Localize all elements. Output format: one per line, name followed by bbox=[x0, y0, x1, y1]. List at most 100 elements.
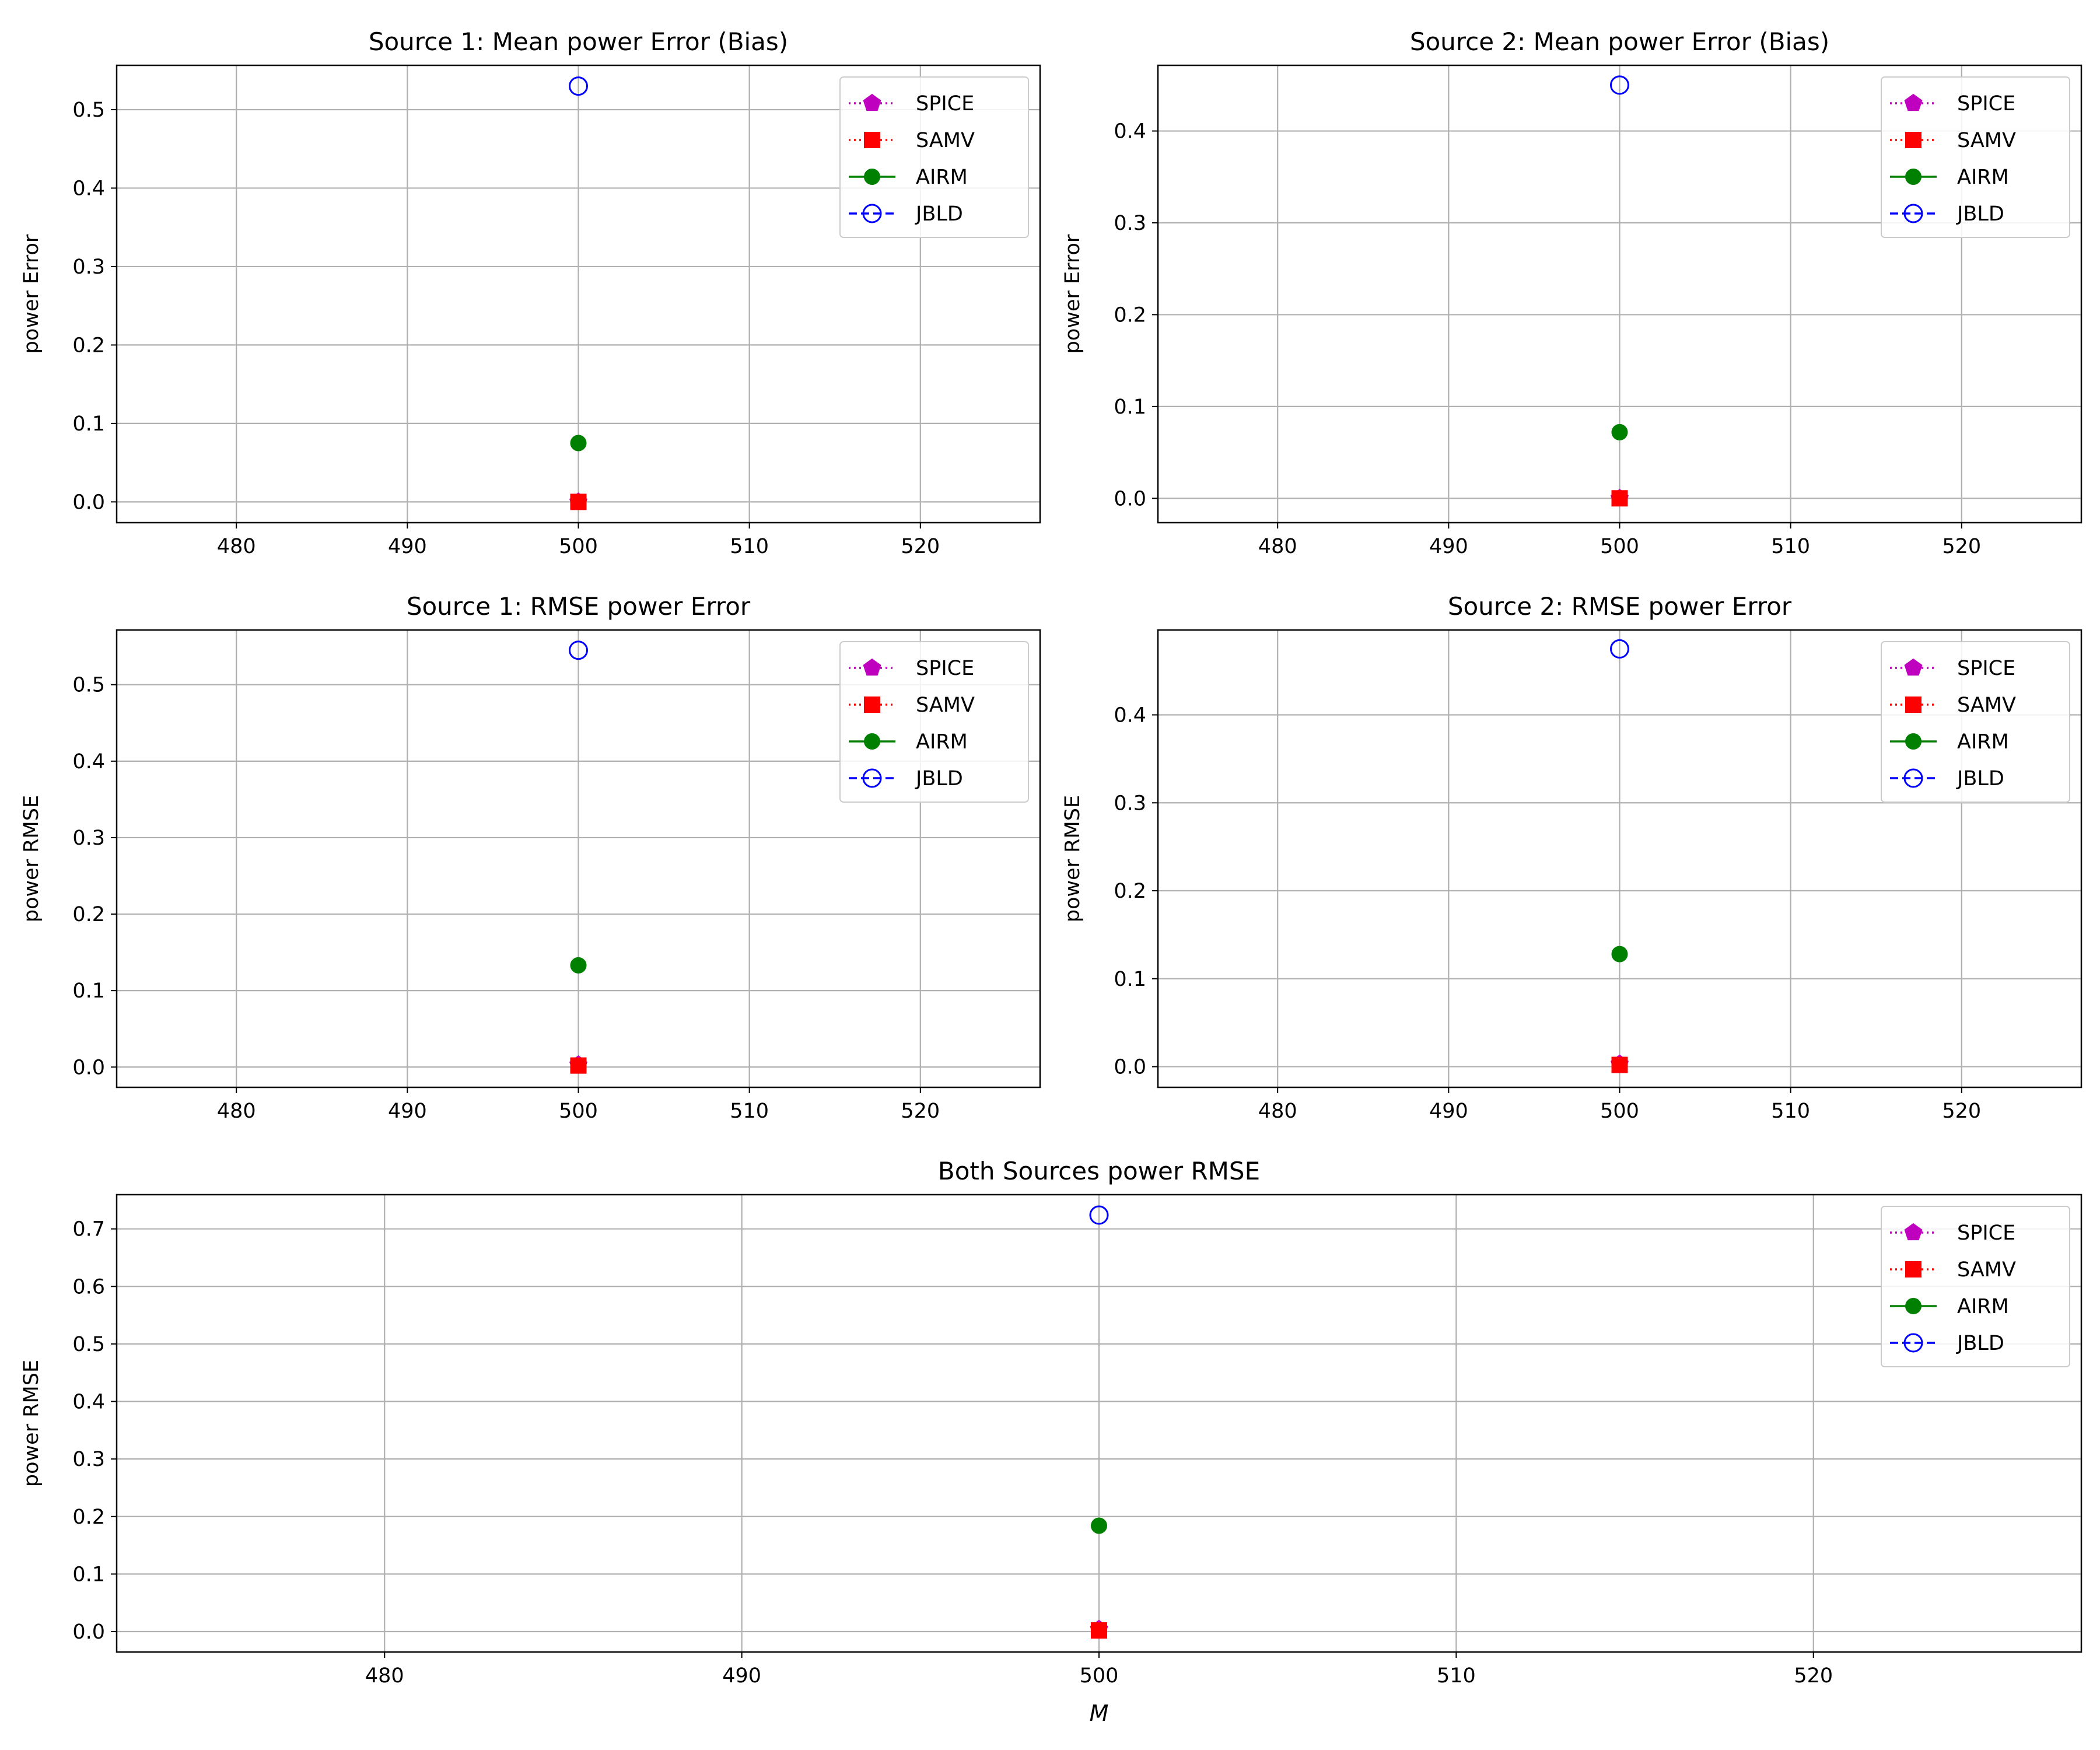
x-tick-label: 510 bbox=[1771, 535, 1810, 558]
y-tick-label: 0.3 bbox=[1114, 212, 1146, 235]
data-point-airm bbox=[1091, 1517, 1107, 1534]
legend-marker bbox=[862, 768, 882, 788]
x-tick-label: 490 bbox=[388, 1100, 427, 1123]
legend-label: SPICE bbox=[1957, 92, 2015, 116]
y-tick-label: 0.3 bbox=[72, 1448, 105, 1471]
y-tick-label: 0.2 bbox=[1114, 303, 1146, 327]
legend: SPICE SAMV AIRM JBLD bbox=[839, 641, 1029, 803]
y-tick-label: 0.2 bbox=[72, 903, 105, 926]
x-tick-label: 510 bbox=[1771, 1100, 1810, 1123]
legend-label: SAMV bbox=[916, 694, 975, 717]
legend-label: AIRM bbox=[1957, 166, 2009, 189]
x-tick-label: 510 bbox=[730, 535, 769, 558]
x-tick-label: 500 bbox=[559, 1100, 598, 1123]
y-axis-label: power RMSE bbox=[20, 795, 43, 922]
data-point-jbld bbox=[1089, 1205, 1109, 1225]
subplot-4: 480 490 500 510 520 0.0 0.1 0.2 0.3 0.4 Source 2: … bbox=[1061, 592, 2082, 1123]
legend-label: JBLD bbox=[1956, 202, 2004, 226]
legend-label: SPICE bbox=[916, 92, 974, 116]
legend-marker bbox=[1904, 658, 1923, 676]
x-tick-label: 490 bbox=[1429, 1100, 1468, 1123]
legend-label: AIRM bbox=[916, 166, 968, 189]
x-axis-label: M bbox=[1090, 1700, 1109, 1726]
legend-label: SAMV bbox=[1957, 694, 2016, 717]
legend: SPICE SAMV AIRM JBLD bbox=[1881, 641, 2070, 803]
legend-marker bbox=[1905, 1298, 1922, 1314]
y-tick-label: 0.0 bbox=[72, 1620, 105, 1644]
x-tick-label: 520 bbox=[901, 535, 940, 558]
legend-marker bbox=[864, 696, 880, 713]
x-tick-label: 490 bbox=[388, 535, 427, 558]
y-axis-label: power RMSE bbox=[20, 1360, 43, 1487]
legend: SPICE SAMV AIRM JBLD bbox=[1881, 1206, 2070, 1367]
legend-marker bbox=[864, 169, 880, 185]
legend-marker bbox=[1905, 696, 1922, 713]
legend-label: AIRM bbox=[1957, 730, 2009, 754]
y-tick-label: 0.1 bbox=[72, 979, 105, 1003]
y-tick-label: 0.1 bbox=[72, 1563, 105, 1586]
x-tick-label: 520 bbox=[1794, 1664, 1833, 1688]
x-tick-label: 500 bbox=[559, 535, 598, 558]
legend-box bbox=[1881, 641, 2070, 803]
legend-marker bbox=[1905, 169, 1922, 185]
chart-title: Source 2: Mean power Error (Bias) bbox=[1410, 27, 1829, 56]
y-tick-label: 0.1 bbox=[1114, 396, 1146, 419]
data-point-samv bbox=[570, 494, 587, 510]
subplot-2: 480 490 500 510 520 0.0 0.1 0.2 0.3 0.4 Source 2: … bbox=[1061, 27, 2082, 558]
y-tick-label: 0.4 bbox=[1114, 120, 1146, 144]
data-point-airm bbox=[570, 435, 587, 452]
legend-label: SAMV bbox=[1957, 129, 2016, 152]
data-point-jbld bbox=[1610, 75, 1629, 95]
y-tick-label: 0.7 bbox=[72, 1218, 105, 1241]
legend-label: JBLD bbox=[1956, 1332, 2004, 1355]
legend-marker bbox=[1904, 93, 1923, 111]
y-tick-label: 0.4 bbox=[72, 177, 105, 200]
legend-marker bbox=[1905, 132, 1922, 148]
y-tick-label: 0.2 bbox=[72, 1506, 105, 1529]
y-tick-label: 0.1 bbox=[72, 412, 105, 436]
legend-label: SPICE bbox=[1957, 1222, 2015, 1245]
chart-title: Both Sources power RMSE bbox=[938, 1157, 1260, 1185]
legend-box bbox=[1881, 76, 2070, 238]
y-tick-label: 0.0 bbox=[1114, 487, 1146, 510]
legend-label: SAMV bbox=[916, 129, 975, 152]
legend-marker bbox=[1904, 1223, 1923, 1241]
legend-label: AIRM bbox=[1957, 1295, 2009, 1318]
subplot-5: 480 490 500 510 520 0.0 0.1 0.2 0.3 0.4 0.5 0.6 0.7 B… bbox=[20, 1157, 2082, 1726]
y-tick-label: 0.6 bbox=[72, 1275, 105, 1298]
data-point-samv bbox=[1611, 1056, 1628, 1073]
x-tick-label: 510 bbox=[730, 1100, 769, 1123]
legend-marker bbox=[1905, 733, 1922, 750]
y-tick-label: 0.4 bbox=[72, 1391, 105, 1414]
x-tick-label: 490 bbox=[1429, 535, 1468, 558]
x-tick-label: 500 bbox=[1600, 1100, 1639, 1123]
chart-title: Source 1: RMSE power Error bbox=[407, 592, 751, 621]
legend-label: JBLD bbox=[915, 767, 963, 790]
y-tick-label: 0.5 bbox=[72, 674, 105, 697]
chart-title: Source 1: Mean power Error (Bias) bbox=[369, 27, 788, 56]
data-point-samv bbox=[1091, 1622, 1107, 1639]
legend-box bbox=[839, 641, 1029, 803]
legend-marker bbox=[864, 132, 880, 148]
y-tick-label: 0.1 bbox=[1114, 968, 1146, 991]
legend-marker bbox=[863, 93, 881, 111]
y-axis-label: power Error bbox=[1061, 234, 1084, 354]
y-tick-label: 0.3 bbox=[72, 827, 105, 850]
plot-frame bbox=[1157, 64, 2082, 524]
data-point-jbld bbox=[569, 76, 588, 96]
data-point-samv bbox=[570, 1057, 587, 1074]
plot-frame bbox=[1157, 629, 2082, 1088]
legend-label: SAMV bbox=[1957, 1258, 2016, 1282]
legend-marker bbox=[863, 658, 881, 676]
x-tick-label: 510 bbox=[1437, 1664, 1476, 1688]
legend-label: AIRM bbox=[916, 730, 968, 754]
y-tick-label: 0.3 bbox=[1114, 792, 1146, 815]
chart-title: Source 2: RMSE power Error bbox=[1448, 592, 1792, 621]
x-tick-label: 480 bbox=[217, 1100, 256, 1123]
x-tick-label: 480 bbox=[1258, 535, 1297, 558]
data-point-samv bbox=[1611, 490, 1628, 507]
legend-label: SPICE bbox=[1957, 657, 2015, 680]
legend-box bbox=[839, 76, 1029, 238]
data-point-jbld bbox=[1610, 639, 1629, 659]
